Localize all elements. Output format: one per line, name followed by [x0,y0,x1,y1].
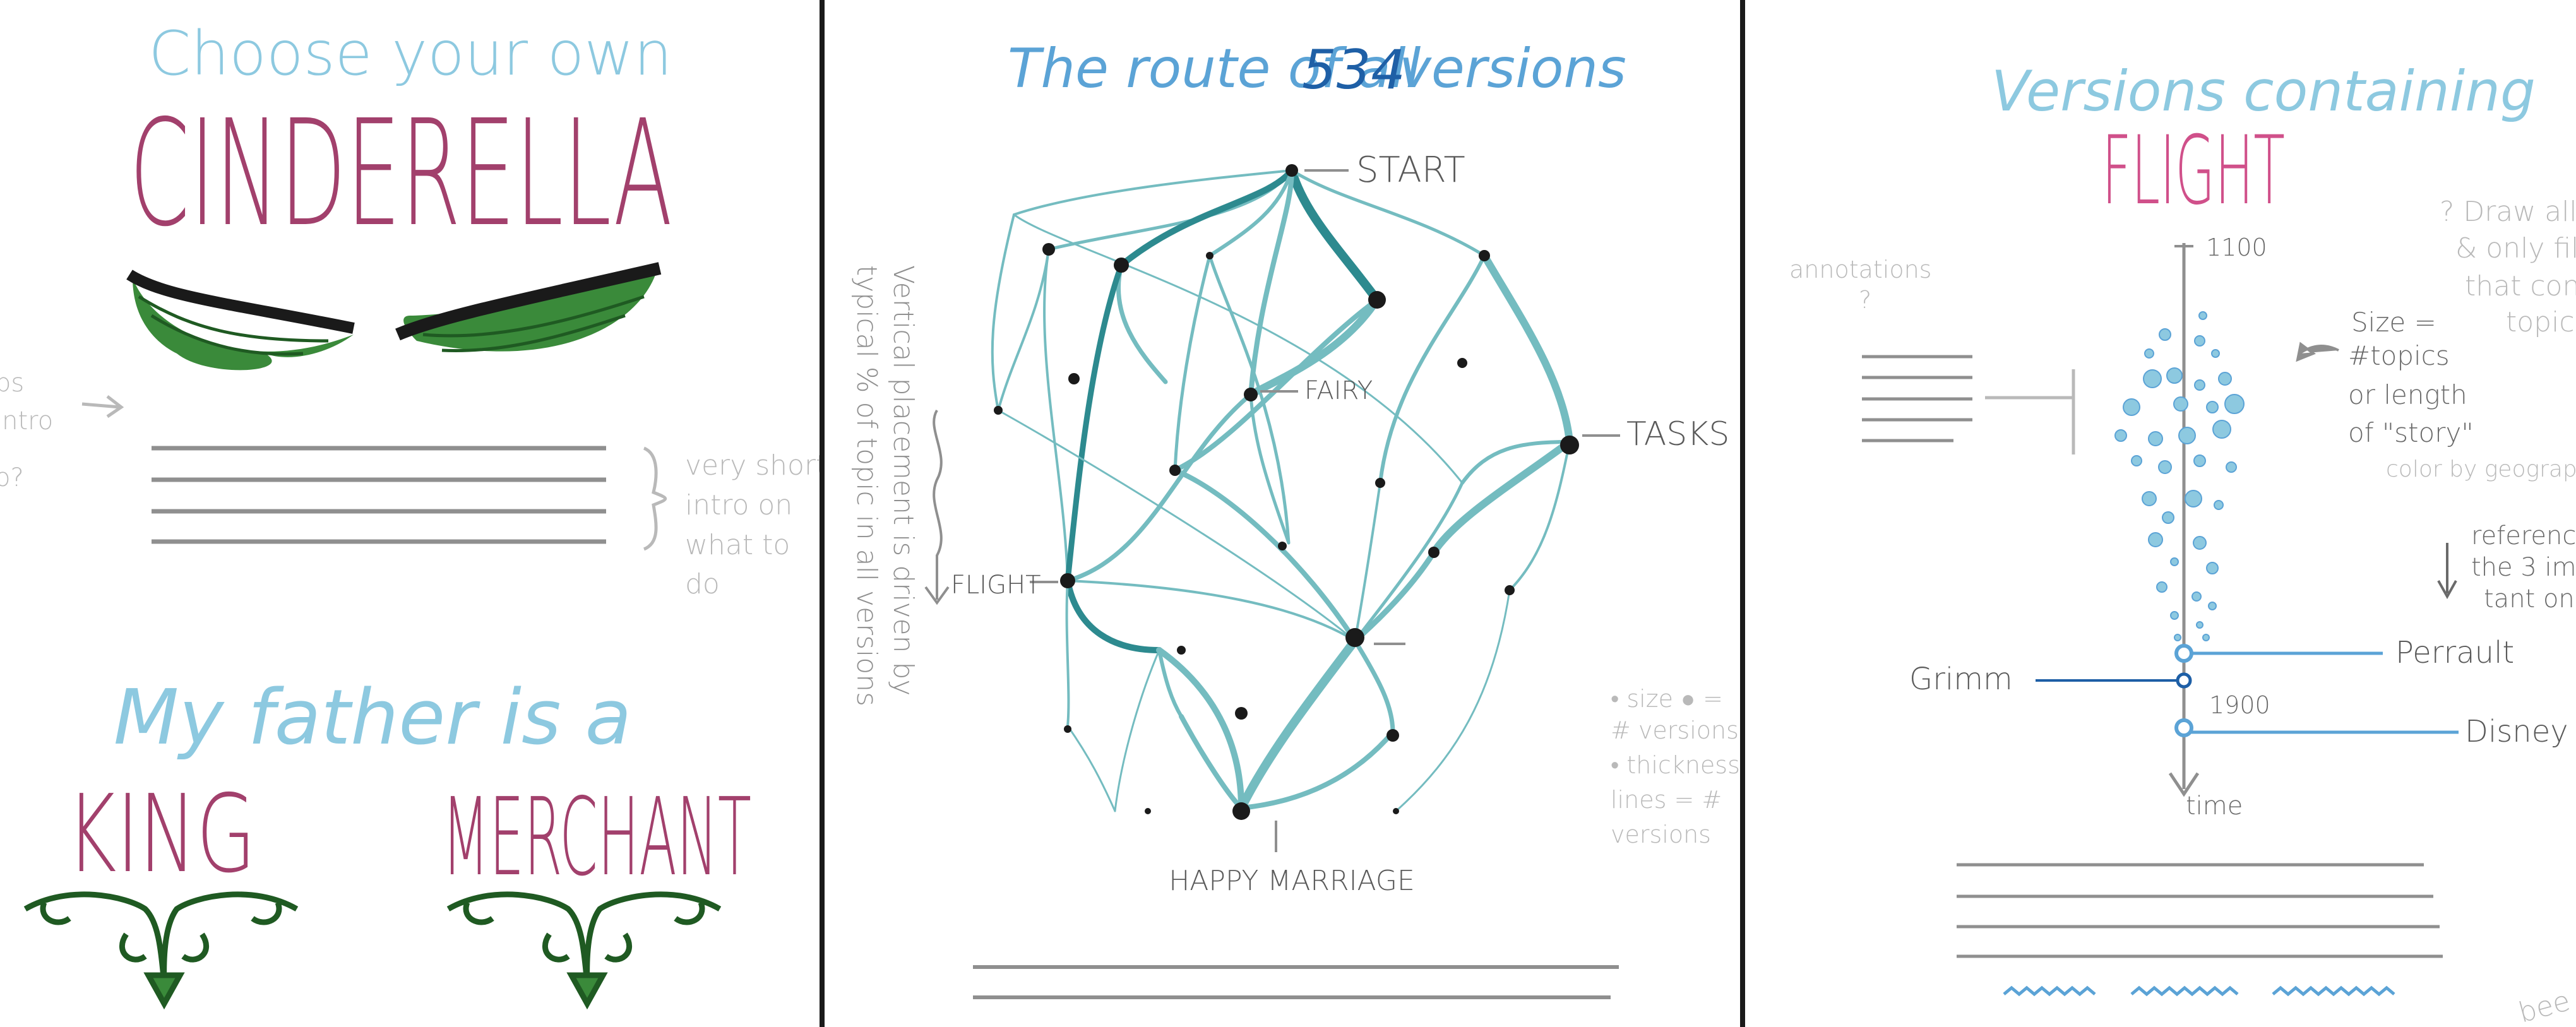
right-eyelash-icon [395,262,662,353]
axis-mid-label: 1900 [2209,691,2270,719]
arrow-right-icon [81,395,124,419]
reference-note-line-1: referenc [2471,521,2576,550]
axis-top-label: 1100 [2206,234,2267,261]
brace-icon [643,446,667,551]
axis-label-time: time [2186,792,2243,821]
legend-line-3: • thickness [1611,751,1740,779]
reference-lines [2036,644,2459,737]
panel-choose-cinderella: Choose your own CINDERELLA ps intro o? v… [0,0,820,1027]
left-eyelash-icon [126,270,355,371]
panel-divider-2 [1740,0,1745,1027]
draw-note-line-3: that cont [2465,270,2576,302]
node-label-flight: FLIGHT [951,571,1041,600]
route-title-suffix: versions [1399,37,1626,100]
panel3-canvas: Versions containing FLIGHT 1100 1900 tim… [1789,59,2576,1027]
footer-text-placeholder [973,965,1619,999]
legend-line-5: versions [1611,821,1711,848]
panel-route-of-versions: The route of all 534 versions [825,0,1740,1027]
panel1-canvas: Choose your own CINDERELLA ps intro o? v… [0,18,820,1010]
intro-note-line-4: do [685,568,720,600]
route-title-prefix: The route of all [1008,37,1421,100]
size-note-line-2: #topics [2348,340,2450,371]
reference-note-line-3: tant one [2484,585,2576,614]
panel1-subtitle: Choose your own [148,18,672,89]
merchant-ornament-icon [446,891,722,1010]
vertical-note-line-1: Vertical placement is driven by [887,265,919,696]
panel-divider-1 [820,0,825,1027]
down-arrow-icon [924,409,950,605]
option-king[interactable]: KING [66,772,256,897]
ref-label-grimm: Grimm [1909,662,2013,697]
node-tasks [1560,436,1579,454]
size-note-line-1: Size = [2351,307,2436,338]
intro-note-line-3: what to [685,529,790,561]
node-label-fairy: FAIRY [1304,376,1373,405]
node-start [1285,164,1298,177]
color-note: color by geograph [2386,456,2576,482]
intro-text-placeholder [152,446,606,544]
side-note-line-3: o? [0,463,24,492]
ref-label-disney: Disney [2465,714,2568,749]
annotations-note-line-2: ? [1859,286,1871,314]
panel-flight-versions: Versions containing FLIGHT 1100 1900 tim… [1745,0,2576,1027]
annotations-note-line-1: annotations [1789,256,1931,283]
draw-note-line-2: & only fill [2455,232,2576,264]
route-network-nodes [994,164,1579,820]
intro-note-line-2: intro on [685,489,792,521]
annotation-text-placeholder [1862,355,1972,442]
legend-line-2: # versions [1611,716,1739,744]
intro-note-line-1: very short [685,449,820,482]
node-label-tasks: TASKS [1626,415,1729,453]
flight-text-placeholder [1957,863,2443,958]
king-ornament-icon [23,891,299,1010]
down-arrow-icon-2 [2437,543,2457,600]
wavy-link-placeholders[interactable] [2003,985,2395,997]
size-note-line-3: or length [2348,379,2467,410]
option-merchant[interactable]: MERCHANT [442,775,751,900]
route-network-edges [991,166,1573,812]
arrow-left-icon [2296,341,2339,362]
flight-title-line-1: Versions containing [1991,59,2536,124]
draw-note-line-1: ? Draw all [2440,196,2576,228]
node-happy-marriage [1232,802,1250,820]
versions-dot-cloud [2114,311,2245,641]
node-label-start: START [1356,150,1465,191]
panel2-canvas: The route of all 534 versions [850,37,1740,999]
side-note-line-2: intro [0,407,53,436]
ref-label-perrault: Perrault [2395,635,2514,670]
question-text: My father is a [114,674,631,762]
route-title-number: 534 [1302,39,1405,102]
panel1-title: CINDERELLA [129,88,672,259]
corner-note: bee [2515,985,2573,1027]
draw-note-line-4: topic? [2506,306,2576,338]
node-flight [1060,573,1075,588]
side-note-line-1: ps [0,369,24,398]
reference-note-line-2: the 3 imp [2471,553,2576,582]
flight-title-line-2: FLIGHT [2102,116,2285,226]
vertical-note-line-2: typical % of topic in all versions [850,265,883,706]
node-fairy [1244,388,1258,401]
size-note-line-4: of "story" [2348,417,2474,448]
legend-line-1: • size ● = [1611,685,1723,713]
node-label-happy-marriage: HAPPY MARRIAGE [1169,865,1415,897]
legend-line-4: lines = # [1611,786,1722,814]
axis-arrow-icon [2168,772,2200,797]
